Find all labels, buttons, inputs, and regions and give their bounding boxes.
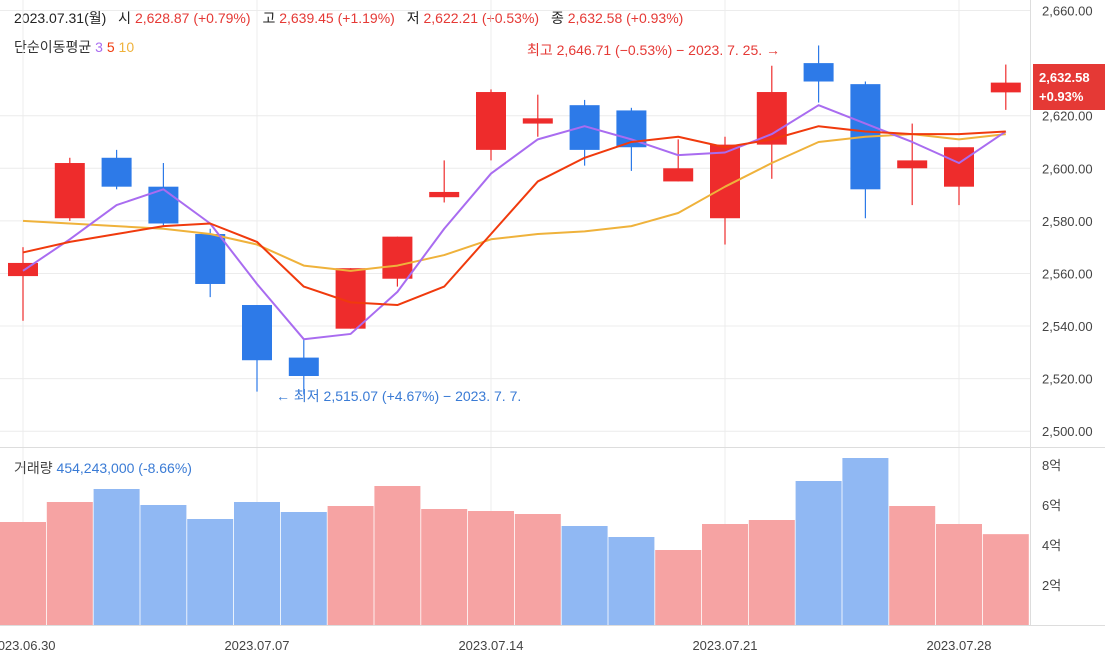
price-tick-label: 2,500.00 xyxy=(1042,424,1093,439)
candle-body xyxy=(663,168,694,182)
x-tick-label: 2023.06.30 xyxy=(0,638,56,653)
close-label: 종 xyxy=(550,10,564,26)
ma-legend-10[interactable]: 10 xyxy=(118,39,135,55)
ma3-line xyxy=(22,104,1007,341)
price-tick-label: 2,520.00 xyxy=(1042,372,1093,387)
high-value: 2,639.45 (+1.19%) xyxy=(279,10,395,26)
ma10-line xyxy=(22,133,1006,272)
volume-label: 거래량 xyxy=(14,460,53,476)
volume-bar xyxy=(0,522,46,625)
low-marker: ← 최저 2,515.07 (+4.67%) − 2023. 7. 7. xyxy=(276,388,522,404)
candle-body xyxy=(54,163,85,219)
volume-bar xyxy=(93,489,140,625)
x-tick-label: 2023.07.21 xyxy=(692,638,757,653)
header-date: 2023.07.31(월) xyxy=(14,10,107,26)
candle-body xyxy=(382,236,413,279)
volume-bar xyxy=(748,520,795,625)
volume-bar xyxy=(140,505,187,625)
last-price-badge: 2,632.58 +0.93% xyxy=(1033,64,1105,110)
price-tick-label: 2,660.00 xyxy=(1042,4,1093,19)
volume-bar xyxy=(936,524,982,625)
volume-bar xyxy=(561,526,608,625)
last-price-change: +0.93% xyxy=(1039,89,1084,104)
x-tick-label: 2023.07.07 xyxy=(224,638,289,653)
candle-body xyxy=(195,234,226,284)
volume-bar xyxy=(514,514,561,625)
volume-tick-label: 8억 xyxy=(1042,458,1061,473)
candle-body xyxy=(569,105,600,150)
low-value: 2,622.21 (+0.53%) xyxy=(423,10,540,26)
price-tick-label: 2,560.00 xyxy=(1042,266,1093,281)
volume-tick-label: 2억 xyxy=(1042,578,1061,593)
volume-header: 거래량 454,243,000 (-8.66%) xyxy=(14,458,192,478)
high-label: 고 xyxy=(262,10,276,26)
volume-bar xyxy=(187,519,234,625)
candle-body xyxy=(522,118,553,124)
low-label: 저 xyxy=(406,10,420,26)
volume-bar xyxy=(46,502,93,625)
volume-tick-label: 6억 xyxy=(1042,498,1061,513)
volume-bar xyxy=(842,458,889,625)
candle-body xyxy=(803,63,834,82)
candle-body xyxy=(242,305,272,361)
candle-body xyxy=(944,147,974,187)
open-label: 시 xyxy=(118,10,132,26)
volume-bar xyxy=(608,537,655,625)
candle-body xyxy=(101,157,132,187)
ma5-line xyxy=(22,125,1006,307)
candle-body xyxy=(288,357,319,377)
volume-bar xyxy=(655,550,702,625)
last-price-value: 2,632.58 xyxy=(1039,70,1090,85)
candle-body xyxy=(429,191,460,198)
x-tick-label: 2023.07.14 xyxy=(458,638,523,653)
open-value: 2,628.87 (+0.79%) xyxy=(134,10,251,26)
volume-tick-label: 4억 xyxy=(1042,538,1061,553)
volume-bar xyxy=(327,506,374,625)
price-tick-label: 2,580.00 xyxy=(1042,214,1093,229)
volume-bar xyxy=(421,509,468,625)
ohlc-header: 2023.07.31(월) 시 2,628.87 (+0.79%) 고 2,63… xyxy=(14,8,683,28)
volume-bar xyxy=(280,512,327,625)
close-value: 2,632.58 (+0.93%) xyxy=(567,10,684,26)
ma-legend-5[interactable]: 5 xyxy=(106,39,115,55)
candles xyxy=(8,45,1021,395)
volume-bar xyxy=(702,524,748,625)
ma-legend-3[interactable]: 3 xyxy=(95,39,103,55)
volume-bar xyxy=(889,506,936,625)
volume-bar xyxy=(234,502,280,625)
price-tick-label: 2,540.00 xyxy=(1042,319,1093,334)
candle-body xyxy=(990,82,1021,93)
price-tick-label: 2,620.00 xyxy=(1042,109,1093,124)
candle-body xyxy=(476,92,506,150)
ma-legend: 단순이동평균 3 5 10 xyxy=(14,37,134,57)
price-tick-label: 2,600.00 xyxy=(1042,161,1093,176)
volume-value: 454,243,000 (-8.66%) xyxy=(56,460,192,476)
volume-bar xyxy=(982,534,1029,625)
volume-bars xyxy=(0,458,1029,625)
candle-body xyxy=(897,160,928,169)
volume-bar xyxy=(795,481,842,625)
volume-bar xyxy=(468,511,514,625)
volume-bar xyxy=(374,486,421,625)
high-marker: 최고 2,646.71 (−0.53%) − 2023. 7. 25. → xyxy=(527,42,781,58)
x-tick-label: 2023.07.28 xyxy=(926,638,991,653)
ma-legend-label: 단순이동평균 xyxy=(14,39,92,55)
